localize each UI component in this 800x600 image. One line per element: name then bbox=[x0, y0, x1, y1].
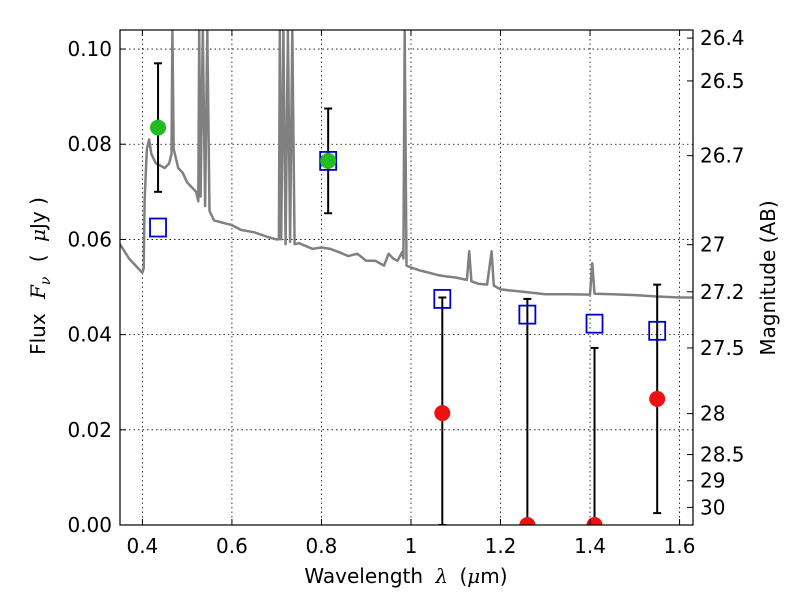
x-tick-label: 1.2 bbox=[485, 534, 517, 558]
detection-point bbox=[320, 152, 337, 169]
right-tick-label: 26.4 bbox=[700, 26, 745, 50]
model-photometry-square bbox=[585, 313, 604, 334]
non-detection-point bbox=[434, 405, 451, 422]
right-tick-label: 27 bbox=[700, 233, 725, 257]
x-axis-label-unit-rest: m) bbox=[480, 564, 507, 588]
x-tick-label: 0.6 bbox=[216, 534, 248, 558]
x-axis-label: Wavelength λ (μm) bbox=[304, 564, 507, 588]
x-tick-label: 1.4 bbox=[574, 534, 606, 558]
plot-area bbox=[120, 30, 693, 525]
x-axis-label-unit-mu: μ bbox=[467, 564, 480, 588]
plot-frame bbox=[119, 29, 694, 526]
y-axis-label-unit-rest: Jy ) bbox=[26, 197, 50, 231]
non-detection-point bbox=[519, 517, 536, 525]
right-tick-label: 29 bbox=[700, 469, 725, 493]
y-axis-label-symbol: F bbox=[26, 284, 50, 300]
right-tick-label: 30 bbox=[700, 495, 725, 519]
x-tick-label: 1.6 bbox=[664, 534, 696, 558]
y-tick-label: 0.06 bbox=[67, 227, 112, 251]
x-tick-label: 0.4 bbox=[126, 534, 158, 558]
model-photometry-square bbox=[518, 304, 537, 325]
y-tick-label: 0.00 bbox=[67, 513, 112, 537]
right-tick-label: 26.7 bbox=[700, 144, 745, 168]
non-detection-point bbox=[586, 517, 603, 525]
y-axis-label: Flux Fν ( μJy ) bbox=[26, 197, 55, 355]
non-detection-point bbox=[649, 390, 666, 407]
y-axis-label-symbol-sub: ν bbox=[38, 276, 54, 285]
y-tick-label: 0.04 bbox=[67, 323, 112, 347]
y-axis-label-text: Flux bbox=[26, 313, 50, 355]
y-tick-label: 0.08 bbox=[67, 132, 112, 156]
x-axis-label-text: Wavelength bbox=[304, 564, 423, 588]
right-tick-label: 27.5 bbox=[700, 336, 745, 360]
right-tick-label: 27.2 bbox=[700, 280, 745, 304]
model-spectrum-line bbox=[120, 30, 693, 299]
y-tick-label: 0.02 bbox=[67, 418, 112, 442]
model-photometry-square bbox=[648, 320, 667, 341]
model-photometry-square bbox=[149, 217, 167, 238]
y-axis-label-unit-mu: μ bbox=[26, 229, 50, 242]
x-axis-label-symbol: λ bbox=[434, 564, 448, 588]
right-axis-label: Magnitude (AB) bbox=[756, 200, 780, 355]
right-tick-label: 28.5 bbox=[700, 443, 745, 467]
x-axis-ticks: 0.4 0.6 0.8 1 1.2 1.4 1.6 bbox=[126, 30, 695, 558]
detection-point bbox=[150, 119, 167, 136]
y-axis-label-unit-open: ( bbox=[26, 254, 50, 262]
y-tick-label: 0.10 bbox=[67, 37, 112, 61]
y-axis-ticks: 0.00 0.02 0.04 0.06 0.08 0.10 bbox=[67, 37, 126, 537]
x-tick-label: 0.8 bbox=[306, 534, 338, 558]
x-axis-label-unit-open: ( bbox=[459, 564, 467, 588]
right-tick-label: 26.5 bbox=[700, 69, 745, 93]
right-tick-label: 28 bbox=[700, 402, 725, 426]
model-photometry-square bbox=[433, 289, 452, 309]
x-tick-label: 1 bbox=[405, 534, 418, 558]
